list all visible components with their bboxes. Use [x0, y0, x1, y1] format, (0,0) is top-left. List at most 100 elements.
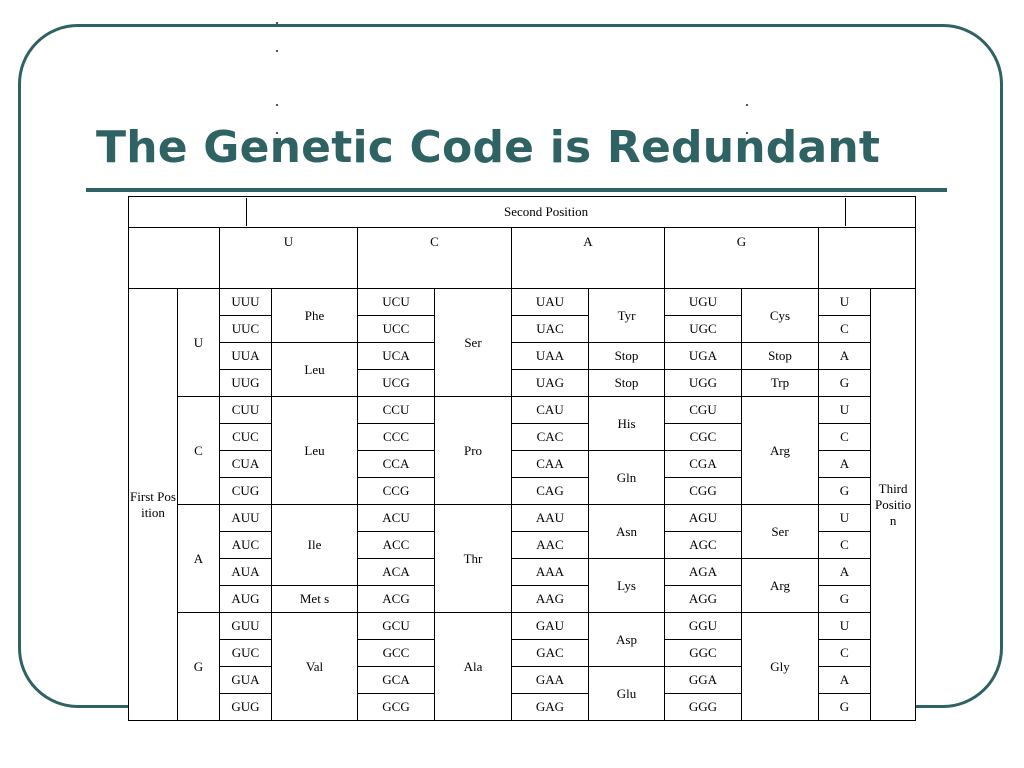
codon: GAU [511, 612, 589, 640]
amino-acid: Thr [434, 504, 512, 613]
codon: GCG [357, 693, 435, 721]
codon: CAA [511, 450, 589, 478]
codon: ACU [357, 504, 435, 532]
codon: CUC [219, 423, 272, 451]
codon: UCU [357, 288, 435, 316]
codon: UAG [511, 369, 589, 397]
amino-acid: Val [271, 612, 358, 721]
stray-dot [276, 50, 278, 52]
amino-acid: Glu [588, 666, 665, 721]
third-base: A [818, 450, 871, 478]
codon: GAA [511, 666, 589, 694]
codon: GGA [664, 666, 742, 694]
codon: GCC [357, 639, 435, 667]
third-base: A [818, 666, 871, 694]
amino-acid: Leu [271, 342, 358, 397]
codon: GCA [357, 666, 435, 694]
codon: AAC [511, 531, 589, 559]
amino-acid: Arg [741, 396, 819, 505]
codon: CCA [357, 450, 435, 478]
amino-acid: Cys [741, 288, 819, 343]
third-base: U [818, 612, 871, 640]
codon: UUC [219, 315, 272, 343]
second-position-label: Second Position [246, 198, 847, 226]
genetic-code-table: Second Position U C A G First Position U… [127, 196, 917, 721]
codon: GAC [511, 639, 589, 667]
amino-acid: Tyr [588, 288, 665, 343]
codon: ACA [357, 558, 435, 586]
codon: UCA [357, 342, 435, 370]
third-base: A [818, 342, 871, 370]
codon: GGC [664, 639, 742, 667]
codon: AUG [219, 585, 272, 613]
third-base: C [818, 315, 871, 343]
codon: AUU [219, 504, 272, 532]
third-base: G [818, 477, 871, 505]
amino-acid: Gly [741, 612, 819, 721]
second-base-c: C [357, 227, 512, 289]
codon: UUG [219, 369, 272, 397]
codon: AUC [219, 531, 272, 559]
codon: GGG [664, 693, 742, 721]
third-base: U [818, 396, 871, 424]
codon: CGC [664, 423, 742, 451]
second-base-a: A [511, 227, 665, 289]
amino-acid: Gln [588, 450, 665, 505]
codon: UUU [219, 288, 272, 316]
third-base: G [818, 369, 871, 397]
stray-dot [276, 22, 278, 24]
codon: CAC [511, 423, 589, 451]
codon: UGG [664, 369, 742, 397]
amino-acid: Arg [741, 558, 819, 613]
title-underline [86, 188, 947, 192]
amino-acid: Pro [434, 396, 512, 505]
amino-acid: Ile [271, 504, 358, 586]
codon: CGU [664, 396, 742, 424]
third-base: G [818, 585, 871, 613]
amino-acid: Stop [588, 369, 665, 397]
third-base: G [818, 693, 871, 721]
amino-acid: Ala [434, 612, 512, 721]
amino-acid: Lys [588, 558, 665, 613]
amino-acid: Phe [271, 288, 358, 343]
stray-dot [746, 104, 748, 106]
codon: UCG [357, 369, 435, 397]
first-base-c: C [177, 396, 220, 505]
codon: UUA [219, 342, 272, 370]
stray-dot [276, 104, 278, 106]
codon: GCU [357, 612, 435, 640]
codon: CUG [219, 477, 272, 505]
codon: CCG [357, 477, 435, 505]
amino-acid: Asn [588, 504, 665, 559]
first-base-u: U [177, 288, 220, 397]
codon: CAU [511, 396, 589, 424]
second-base-g: G [664, 227, 819, 289]
third-base: U [818, 288, 871, 316]
codon: GUG [219, 693, 272, 721]
codon: UGU [664, 288, 742, 316]
codon: GUU [219, 612, 272, 640]
third-base: C [818, 639, 871, 667]
codon: CUU [219, 396, 272, 424]
codon: GUC [219, 639, 272, 667]
first-base-a: A [177, 504, 220, 613]
first-position-label: First Position [128, 288, 178, 721]
codon: AGG [664, 585, 742, 613]
codon: GUA [219, 666, 272, 694]
slide-title: The Genetic Code is Redundant [96, 122, 881, 173]
codon: ACC [357, 531, 435, 559]
amino-acid: Stop [588, 342, 665, 370]
codon: GGU [664, 612, 742, 640]
first-base-g: G [177, 612, 220, 721]
stray-dot [746, 132, 748, 134]
second-position-header: Second Position [127, 196, 917, 228]
codon: UAU [511, 288, 589, 316]
second-base-u: U [219, 227, 358, 289]
amino-acid: Trp [741, 369, 819, 397]
codon: CGG [664, 477, 742, 505]
codon: AGU [664, 504, 742, 532]
third-base: A [818, 558, 871, 586]
amino-acid: Met s [271, 585, 358, 613]
codon: CCU [357, 396, 435, 424]
amino-acid: Stop [741, 342, 819, 370]
